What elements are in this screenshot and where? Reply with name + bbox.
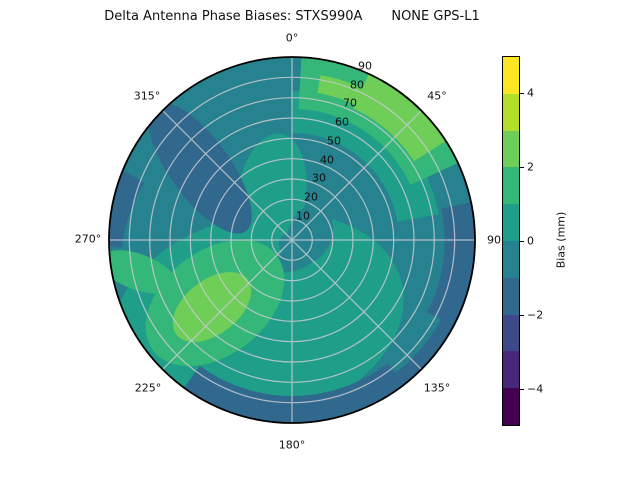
colorbar-segment — [503, 388, 519, 425]
contour-green-w-tongue — [109, 250, 177, 294]
colorbar-segment — [503, 351, 519, 389]
polar-grid — [109, 57, 475, 423]
colorbar-tickmark — [520, 93, 524, 95]
contour-blue-e-edge — [426, 201, 475, 328]
colorbar-tick-4: 4 — [527, 86, 534, 100]
radial-label-60: 60 — [335, 115, 349, 129]
contour-tealgreen-center — [237, 133, 307, 257]
colorbar-segment — [503, 57, 519, 94]
azimuth-label-270: 270° — [74, 232, 102, 246]
colorbar-gradient — [502, 56, 520, 426]
contour-lightgreen-ne-streak — [317, 75, 369, 108]
colorbar-tick-m2: −2 — [527, 308, 544, 322]
radial-label-20: 20 — [304, 190, 318, 204]
contour-blue-se-rim — [388, 310, 459, 391]
colorbar-segment — [503, 314, 519, 352]
radial-label-70: 70 — [343, 96, 357, 110]
colorbar-tick-0: 0 — [527, 234, 534, 248]
colorbar-tickmark — [520, 241, 524, 243]
colorbar-segment — [503, 167, 519, 205]
contour-tealgreen-ne-band — [291, 91, 439, 223]
contour-blue-nw-band — [148, 102, 252, 234]
radial-label-30: 30 — [312, 171, 326, 185]
radial-label-50: 50 — [327, 134, 341, 148]
colorbar-tickmark — [520, 389, 524, 391]
azimuth-label-0: 0° — [285, 31, 299, 45]
radial-label-90: 90 — [358, 59, 372, 73]
azimuth-label-180: 180° — [278, 438, 306, 452]
colorbar-segment — [503, 204, 519, 241]
contour-teal-center-dot — [279, 233, 301, 255]
radial-label-80: 80 — [350, 78, 364, 92]
radial-label-40: 40 — [320, 153, 334, 167]
contour-lightgreen-sw-core — [172, 272, 252, 342]
colorbar-segment — [503, 93, 519, 131]
colorbar-tick-2: 2 — [527, 160, 534, 174]
colorbar-segment — [503, 277, 519, 315]
azimuth-label-45: 45° — [427, 89, 447, 103]
azimuth-label-90: 90 — [487, 233, 501, 247]
azimuth-label-225: 225° — [134, 381, 162, 395]
colorbar-tickmark — [520, 315, 524, 317]
colorbar-axis-label: Bias (mm) — [554, 211, 568, 269]
contour-lightgreen-ne-core — [352, 73, 446, 162]
colorbar-tickmark — [520, 167, 524, 169]
polar-boundary — [108, 56, 476, 424]
azimuth-label-315: 315° — [133, 89, 161, 103]
colorbar-tick-m4: −4 — [527, 382, 544, 396]
azimuth-label-135: 135° — [423, 381, 451, 395]
contour-blue-s-edge — [182, 363, 407, 423]
radial-label-10: 10 — [296, 209, 310, 223]
chart-title: Delta Antenna Phase Biases: STXS990A NON… — [104, 9, 480, 24]
colorbar-segment — [503, 240, 519, 278]
colorbar-segment — [503, 130, 519, 168]
